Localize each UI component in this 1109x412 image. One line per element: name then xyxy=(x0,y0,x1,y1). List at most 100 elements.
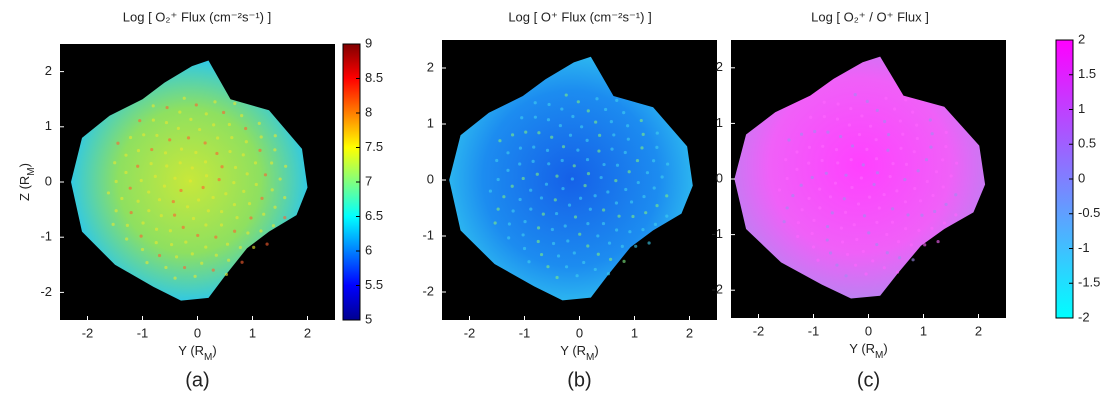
flux-speckle xyxy=(201,185,205,190)
flux-speckle xyxy=(510,133,515,137)
flux-speckle xyxy=(655,131,659,135)
colorbar-tick-label: 1 xyxy=(1078,101,1085,116)
flux-speckle xyxy=(647,241,651,245)
flux-speckle xyxy=(561,145,566,149)
flux-speckle xyxy=(537,131,541,135)
flux-speckle xyxy=(142,133,146,137)
x-axis-label-end: ) xyxy=(594,343,598,358)
flux-speckle xyxy=(145,261,149,265)
colorbar-tick-label: 0.5 xyxy=(1078,136,1096,151)
flux-speckle xyxy=(171,199,175,204)
flux-speckle xyxy=(139,178,143,183)
flux-speckle xyxy=(903,200,908,204)
flux-speckle xyxy=(836,161,840,165)
flux-speckle xyxy=(822,100,826,104)
flux-speckle xyxy=(168,138,172,142)
flux-speckle xyxy=(609,257,613,261)
x-axis-label-text: Y (R xyxy=(560,343,586,358)
flux-speckle xyxy=(816,258,820,262)
flux-speckle xyxy=(173,276,177,280)
flux-speckle xyxy=(244,140,248,144)
colorbar-tick-label: 9 xyxy=(365,35,372,50)
flux-speckle xyxy=(533,101,537,105)
flux-speckle xyxy=(809,115,813,119)
flux-speckle xyxy=(179,147,184,151)
flux-speckle xyxy=(136,164,140,168)
flux-speckle xyxy=(179,188,183,193)
flux-speckle xyxy=(861,249,865,254)
y-tick-label: -2 xyxy=(40,284,52,299)
flux-speckle xyxy=(791,193,795,198)
x-axis-label-sub: M xyxy=(586,352,594,363)
y-tick-label: 0 xyxy=(45,173,52,188)
flux-speckle xyxy=(136,149,141,153)
flux-speckle xyxy=(807,196,811,200)
flux-speckle xyxy=(232,181,236,185)
flux-speckle xyxy=(204,245,208,249)
flux-speckle xyxy=(955,161,959,165)
flux-speckle xyxy=(555,275,559,280)
flux-speckle xyxy=(593,194,597,198)
flux-speckle xyxy=(593,267,597,272)
flux-speckle xyxy=(560,158,564,163)
flux-speckle xyxy=(270,161,274,165)
flux-speckle xyxy=(506,151,510,155)
flux-speckle xyxy=(182,96,186,100)
y-tick-label: -2 xyxy=(422,283,434,298)
flux-speckle xyxy=(582,260,586,265)
flux-speckle xyxy=(570,177,574,181)
flux-speckle xyxy=(862,214,867,218)
panel-label: (c) xyxy=(857,369,880,391)
flux-speckle xyxy=(240,113,244,118)
flux-speckle xyxy=(533,115,537,119)
flux-speckle xyxy=(211,195,215,200)
y-tick-label: -1 xyxy=(422,227,434,242)
flux-speckle xyxy=(172,213,177,217)
flux-speckle xyxy=(645,171,650,175)
flux-speckle xyxy=(665,214,669,218)
flux-speckle xyxy=(849,106,853,111)
flux-speckle xyxy=(875,220,879,224)
flux-speckle xyxy=(580,125,584,129)
flux-speckle xyxy=(867,231,871,235)
flux-speckle xyxy=(125,237,129,241)
flux-speckle xyxy=(550,227,554,232)
flux-speckle xyxy=(885,232,889,237)
flux-speckle xyxy=(617,214,621,218)
flux-speckle xyxy=(546,118,551,122)
flux-speckle xyxy=(869,124,873,128)
flux-speckle xyxy=(933,209,937,214)
flux-speckle xyxy=(576,100,580,104)
flux-speckle xyxy=(222,110,226,115)
flux-speckle xyxy=(165,164,169,168)
flux-speckle xyxy=(151,118,155,122)
flux-speckle xyxy=(164,265,168,270)
flux-speckle xyxy=(182,265,187,270)
flux-speckle xyxy=(885,251,889,255)
flux-speckle xyxy=(164,120,169,125)
flux-speckle xyxy=(147,190,151,194)
flux-speckle xyxy=(830,211,834,215)
flux-speckle xyxy=(629,200,634,204)
flux-speckle xyxy=(573,215,578,219)
flux-speckle xyxy=(660,175,664,179)
flux-speckle xyxy=(596,234,600,238)
flux-speckle xyxy=(252,245,256,249)
flux-speckle xyxy=(493,221,497,225)
flux-speckle xyxy=(532,145,536,149)
flux-speckle xyxy=(818,206,822,210)
flux-speckle xyxy=(488,189,493,193)
colorbar-tick-label: 7 xyxy=(365,173,372,188)
flux-speckle xyxy=(628,230,632,234)
flux-speckle xyxy=(840,240,845,244)
flux-speckle xyxy=(284,164,288,168)
y-tick-label: 2 xyxy=(45,63,52,78)
flux-speckle xyxy=(539,252,544,257)
flux-speckle xyxy=(895,270,900,274)
flux-speckle xyxy=(206,209,210,213)
y-tick-label: 2 xyxy=(427,59,434,74)
flux-speckle xyxy=(886,148,890,152)
flux-speckle xyxy=(178,110,182,114)
y-axis-label: Z (RM) xyxy=(17,163,37,201)
flux-speckle xyxy=(882,193,886,197)
